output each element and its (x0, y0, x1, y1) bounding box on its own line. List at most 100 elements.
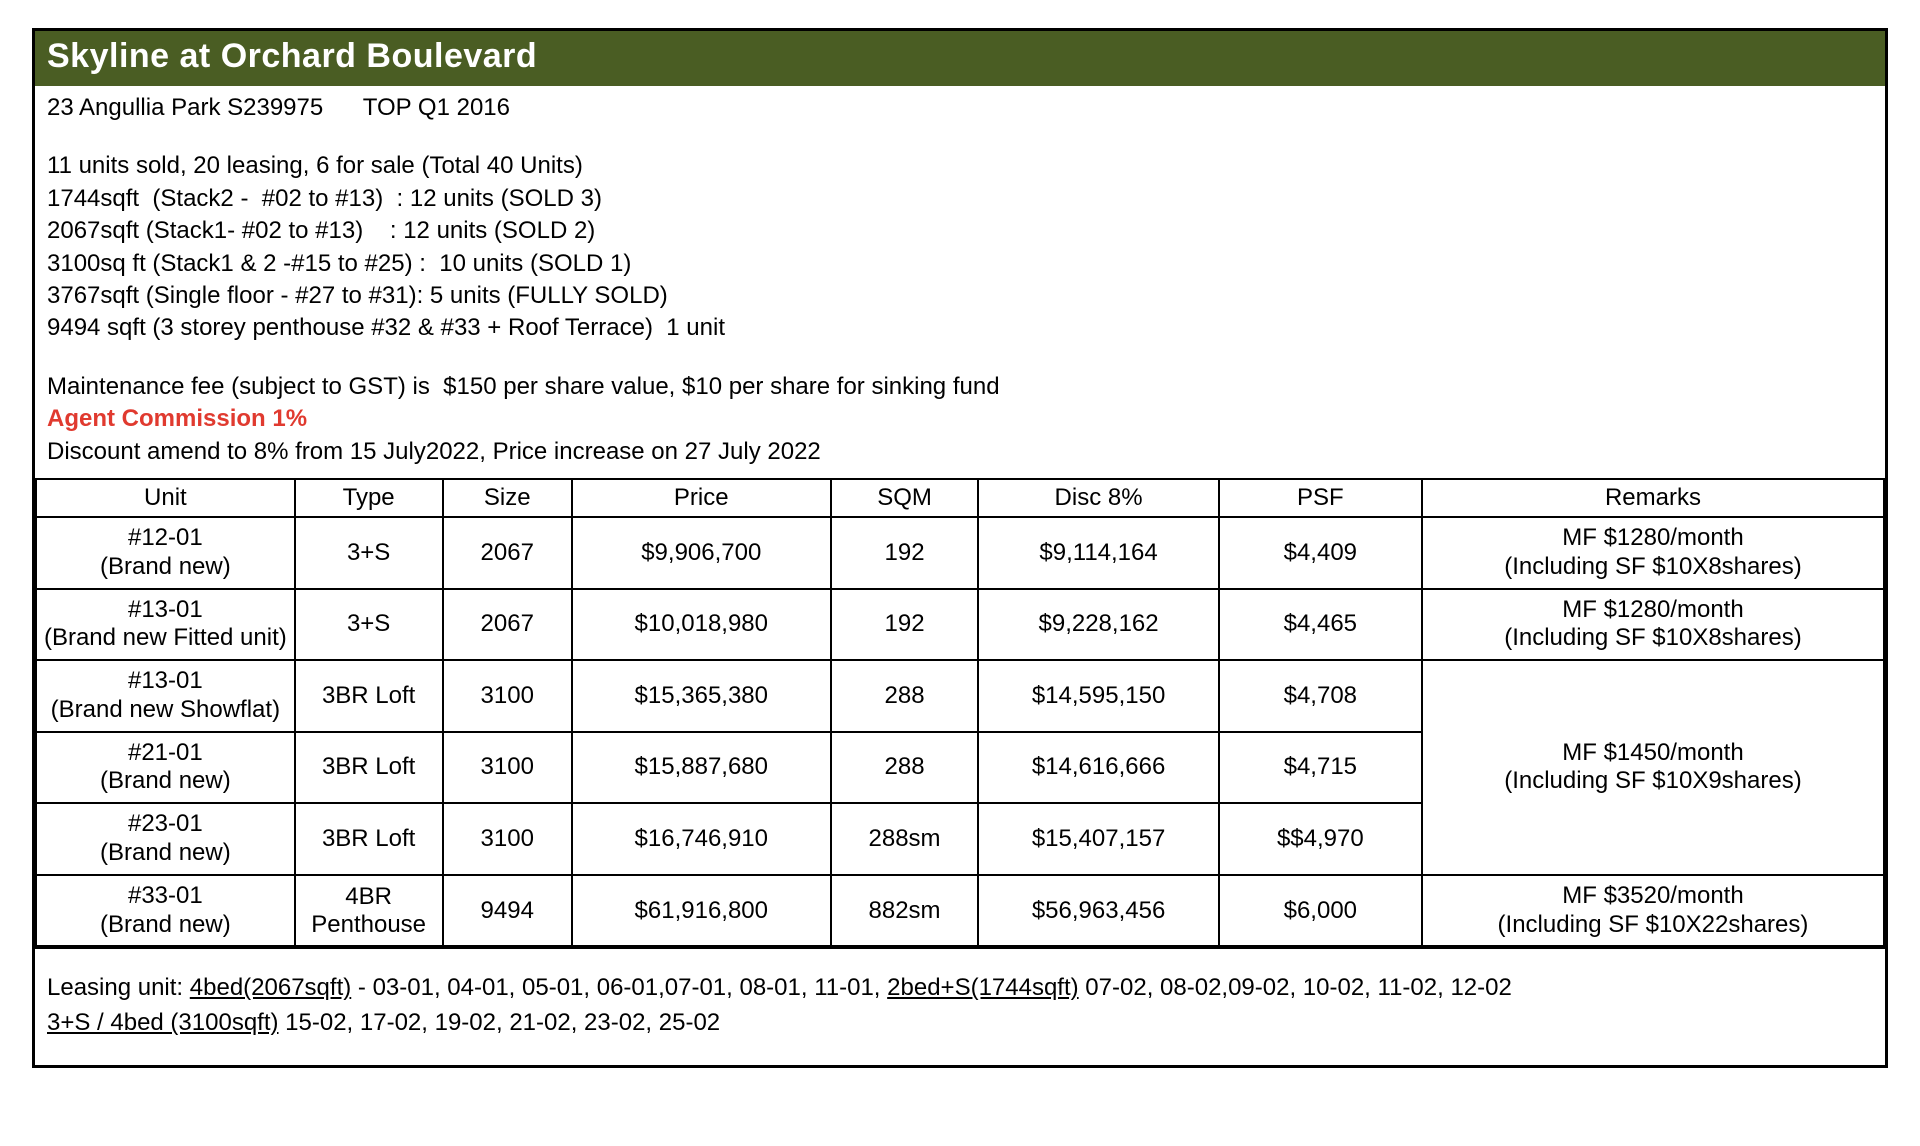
cell-unit: #12-01(Brand new) (36, 517, 295, 589)
summary-line: 1744sqft (Stack2 - #02 to #13) : 12 unit… (47, 183, 1873, 215)
table-row: #12-01(Brand new)3+S2067$9,906,700192$9,… (36, 517, 1884, 589)
cell-unit: #13-01(Brand new Showflat) (36, 660, 295, 732)
unit-sub: (Brand new) (43, 839, 288, 868)
summary-line: 2067sqft (Stack1- #02 to #13) : 12 units… (47, 215, 1873, 247)
unit-sub: (Brand new) (43, 767, 288, 796)
cell-remarks: MF $1450/month(Including SF $10X9shares) (1422, 660, 1884, 875)
cell-type: 4BR Penthouse (295, 875, 443, 947)
cell-remarks: MF $1280/month(Including SF $10X8shares) (1422, 517, 1884, 589)
remarks-main: MF $3520/month (1429, 882, 1877, 911)
info-block: 23 Angullia Park S239975 TOP Q1 2016 11 … (35, 86, 1885, 478)
summary-line: 9494 sqft (3 storey penthouse #32 & #33 … (47, 312, 1873, 344)
cell-disc: $14,616,666 (978, 732, 1218, 804)
cell-sqm: 288sm (831, 803, 979, 875)
cell-psf: $4,409 (1219, 517, 1422, 589)
cell-disc: $56,963,456 (978, 875, 1218, 947)
price-table-body: #12-01(Brand new)3+S2067$9,906,700192$9,… (36, 517, 1884, 947)
col-disc: Disc 8% (978, 479, 1218, 517)
cell-psf: $4,708 (1219, 660, 1422, 732)
cell-sqm: 192 (831, 517, 979, 589)
cell-psf: $4,465 (1219, 589, 1422, 661)
cell-sqm: 882sm (831, 875, 979, 947)
cell-remarks: MF $1280/month(Including SF $10X8shares) (1422, 589, 1884, 661)
col-type: Type (295, 479, 443, 517)
cell-size: 3100 (443, 732, 572, 804)
cell-sqm: 192 (831, 589, 979, 661)
cell-price: $15,887,680 (572, 732, 831, 804)
unit-sub: (Brand new) (43, 553, 288, 582)
table-header-row: Unit Type Size Price SQM Disc 8% PSF Rem… (36, 479, 1884, 517)
discount-line: Discount amend to 8% from 15 July2022, P… (47, 436, 1873, 468)
table-row: #13-01(Brand new Fitted unit)3+S2067$10,… (36, 589, 1884, 661)
table-row: #33-01(Brand new)4BR Penthouse9494$61,91… (36, 875, 1884, 947)
leasing-footer: Leasing unit: 4bed(2067sqft) - 03-01, 04… (35, 947, 1885, 1065)
cell-disc: $9,228,162 (978, 589, 1218, 661)
address-line: 23 Angullia Park S239975 TOP Q1 2016 (47, 92, 1873, 124)
col-unit: Unit (36, 479, 295, 517)
remarks-sub: (Including SF $10X9shares) (1429, 767, 1877, 796)
cell-size: 2067 (443, 517, 572, 589)
cell-type: 3+S (295, 589, 443, 661)
leasing-prefix: Leasing unit: (47, 974, 190, 1001)
title-bar: Skyline at Orchard Boulevard (35, 31, 1885, 86)
remarks-main: MF $1280/month (1429, 524, 1877, 553)
remarks-sub: (Including SF $10X22shares) (1429, 911, 1877, 940)
cell-disc: $9,114,164 (978, 517, 1218, 589)
spacer (47, 124, 1873, 150)
unit-main: #12-01 (43, 524, 288, 553)
col-price: Price (572, 479, 831, 517)
cell-size: 3100 (443, 660, 572, 732)
leasing-seg1-label: 4bed(2067sqft) (190, 974, 351, 1001)
cell-type: 3BR Loft (295, 732, 443, 804)
summary-line: 3767sqft (Single floor - #27 to #31): 5 … (47, 280, 1873, 312)
cell-size: 9494 (443, 875, 572, 947)
unit-sub: (Brand new) (43, 911, 288, 940)
unit-main: #13-01 (43, 596, 288, 625)
cell-disc: $14,595,150 (978, 660, 1218, 732)
unit-main: #21-01 (43, 739, 288, 768)
price-table: Unit Type Size Price SQM Disc 8% PSF Rem… (35, 478, 1885, 948)
cell-sqm: 288 (831, 732, 979, 804)
remarks-main: MF $1280/month (1429, 596, 1877, 625)
col-sqm: SQM (831, 479, 979, 517)
cell-price: $61,916,800 (572, 875, 831, 947)
cell-type: 3+S (295, 517, 443, 589)
leasing-seg2-text: 07-02, 08-02,09-02, 10-02, 11-02, 12-02 (1079, 974, 1512, 1001)
cell-psf: $6,000 (1219, 875, 1422, 947)
cell-psf: $4,715 (1219, 732, 1422, 804)
maintenance-line: Maintenance fee (subject to GST) is $150… (47, 371, 1873, 403)
table-row: #13-01(Brand new Showflat)3BR Loft3100$1… (36, 660, 1884, 732)
leasing-seg1-text: - 03-01, 04-01, 05-01, 06-01,07-01, 08-0… (351, 974, 887, 1001)
cell-price: $10,018,980 (572, 589, 831, 661)
leasing-seg3-label: 3+S / 4bed (3100sqft) (47, 1009, 279, 1036)
remarks-main: MF $1450/month (1429, 739, 1877, 768)
remarks-sub: (Including SF $10X8shares) (1429, 624, 1877, 653)
page: Skyline at Orchard Boulevard 23 Angullia… (0, 0, 1920, 1146)
cell-size: 3100 (443, 803, 572, 875)
sheet-container: Skyline at Orchard Boulevard 23 Angullia… (32, 28, 1888, 1068)
cell-remarks: MF $3520/month(Including SF $10X22shares… (1422, 875, 1884, 947)
cell-unit: #23-01(Brand new) (36, 803, 295, 875)
cell-price: $16,746,910 (572, 803, 831, 875)
col-remarks: Remarks (1422, 479, 1884, 517)
remarks-sub: (Including SF $10X8shares) (1429, 553, 1877, 582)
cell-unit: #21-01(Brand new) (36, 732, 295, 804)
cell-size: 2067 (443, 589, 572, 661)
cell-type: 3BR Loft (295, 660, 443, 732)
unit-main: #23-01 (43, 810, 288, 839)
summary-line: 11 units sold, 20 leasing, 6 for sale (T… (47, 150, 1873, 182)
leasing-line-1: Leasing unit: 4bed(2067sqft) - 03-01, 04… (47, 971, 1873, 1006)
leasing-seg3-text: 15-02, 17-02, 19-02, 21-02, 23-02, 25-02 (279, 1009, 721, 1036)
unit-sub: (Brand new Fitted unit) (43, 624, 288, 653)
agent-commission-line: Agent Commission 1% (47, 403, 1873, 435)
unit-sub: (Brand new Showflat) (43, 696, 288, 725)
cell-unit: #13-01(Brand new Fitted unit) (36, 589, 295, 661)
cell-price: $9,906,700 (572, 517, 831, 589)
cell-price: $15,365,380 (572, 660, 831, 732)
cell-type: 3BR Loft (295, 803, 443, 875)
spacer (47, 345, 1873, 371)
cell-disc: $15,407,157 (978, 803, 1218, 875)
unit-main: #33-01 (43, 882, 288, 911)
leasing-seg2-label: 2bed+S(1744sqft) (887, 974, 1078, 1001)
cell-sqm: 288 (831, 660, 979, 732)
